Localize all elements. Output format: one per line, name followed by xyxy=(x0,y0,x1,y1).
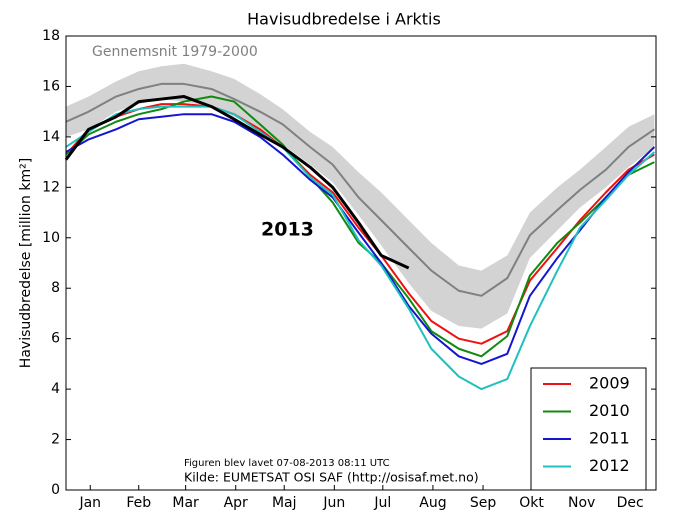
y-axis-label: Havisudbredelse [million km²] xyxy=(18,158,34,368)
chart-title: Havisudbredelse i Arktis xyxy=(247,10,441,29)
legend-label: 2012 xyxy=(589,456,630,475)
x-tick-label: Okt xyxy=(519,495,544,511)
series-line xyxy=(65,95,655,358)
y-tick-label: 4 xyxy=(51,381,60,397)
legend-label: 2010 xyxy=(589,401,630,420)
y-tick-label: 6 xyxy=(51,331,60,347)
legend-box xyxy=(530,367,647,491)
x-tick-label: Jun xyxy=(322,495,345,511)
band xyxy=(66,63,655,329)
y-tick-label: 16 xyxy=(42,78,60,94)
series-line xyxy=(65,105,656,391)
series-label: 2013 xyxy=(261,219,314,241)
y-tick-label: 8 xyxy=(51,280,60,296)
series-label: Gennemsnit 1979-2000 xyxy=(92,44,258,60)
footnote: Kilde: EUMETSAT OSI SAF (http://osisaf.m… xyxy=(184,470,479,485)
x-tick-label: Jul xyxy=(373,495,391,511)
x-tick-label: Jan xyxy=(78,495,101,511)
x-tick-label: Mar xyxy=(172,495,199,511)
x-tick-label: Nov xyxy=(568,495,595,511)
y-tick-label: 14 xyxy=(42,129,60,145)
y-tick-label: 2 xyxy=(51,432,60,448)
x-tick-label: Sep xyxy=(470,495,497,511)
series-line xyxy=(64,95,410,270)
y-tick-label: 18 xyxy=(42,28,60,44)
legend-label: 2009 xyxy=(589,374,630,393)
y-tick-label: 12 xyxy=(42,179,60,195)
x-tick-label: Feb xyxy=(126,495,151,511)
legend-label: 2011 xyxy=(589,429,630,448)
x-tick-label: Maj xyxy=(272,495,297,511)
series-line xyxy=(65,82,655,297)
x-tick-label: Dec xyxy=(617,495,644,511)
series-line xyxy=(65,103,655,345)
x-tick-label: Aug xyxy=(419,495,446,511)
footnote: Figuren blev lavet 07-08-2013 08:11 UTC xyxy=(184,458,390,469)
series-line xyxy=(65,113,656,365)
plot-frame xyxy=(65,35,657,491)
y-tick-label: 10 xyxy=(42,230,60,246)
x-tick-label: Apr xyxy=(224,495,248,511)
y-tick-label: 0 xyxy=(51,482,60,498)
